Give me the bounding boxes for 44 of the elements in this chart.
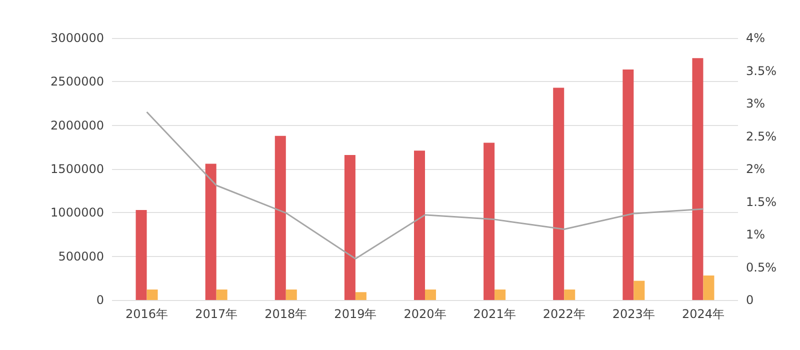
bar — [274, 136, 286, 300]
bar — [136, 210, 147, 300]
y2-tick-label: 1% — [746, 228, 766, 242]
x-tick-label: 2024年 — [682, 307, 724, 321]
bar — [622, 69, 634, 300]
x-tick-label: 2020年 — [404, 307, 446, 321]
x-tick-label: 2023年 — [612, 307, 655, 321]
x-tick-label: 2018年 — [264, 307, 308, 321]
line-series — [146, 111, 704, 260]
y2-tick-label: 4% — [746, 31, 766, 45]
bar — [564, 290, 576, 300]
bar — [634, 280, 645, 300]
bar — [425, 290, 436, 300]
x-tick-label: 2022年 — [542, 307, 586, 321]
y2-tick-label: 2.5% — [746, 129, 776, 144]
bar — [216, 290, 228, 300]
bar — [484, 142, 495, 300]
y2-tick-label: 0 — [746, 293, 754, 307]
bar — [344, 155, 356, 300]
bar — [146, 290, 158, 300]
y-tick-label: 2500000 — [50, 74, 104, 89]
x-tick-label: 2019年 — [334, 307, 377, 321]
bar — [414, 150, 425, 300]
y2-tick-label: 0.5% — [746, 260, 776, 274]
x-tick-label: 2021年 — [473, 307, 516, 321]
bar — [355, 292, 366, 300]
bar — [692, 58, 704, 300]
bar — [553, 88, 564, 300]
y2-tick-label: 1.5% — [746, 194, 776, 209]
bar — [703, 276, 714, 300]
y-tick-label: 1500000 — [50, 162, 104, 176]
y-tick-label: 2000000 — [50, 118, 104, 132]
y2-tick-label: 3% — [746, 96, 766, 110]
bar — [286, 290, 297, 300]
y-tick-label: 0 — [96, 293, 104, 307]
y-tick-label: 1000000 — [50, 206, 104, 220]
bar — [494, 290, 506, 300]
x-tick-label: 2016年 — [126, 307, 168, 321]
y2-tick-label: 2% — [746, 162, 766, 176]
y-tick-label: 500000 — [58, 249, 104, 264]
y2-tick-label: 3.5% — [746, 64, 776, 78]
y-tick-label: 3000000 — [50, 31, 104, 45]
x-tick-label: 2017年 — [195, 307, 238, 321]
bar — [205, 164, 216, 300]
